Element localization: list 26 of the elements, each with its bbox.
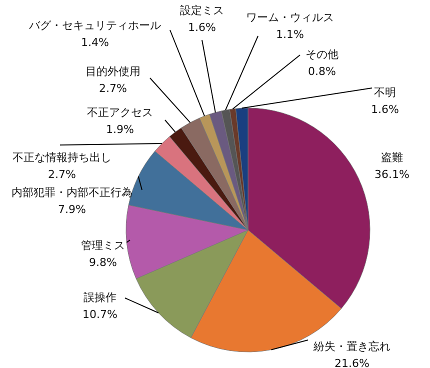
data-label: 2.7% [48, 168, 76, 181]
slice-label: 紛失・置き忘れ [312, 340, 390, 353]
slice-label: 目的外使用 [86, 65, 140, 78]
data-label: 1.6% [188, 21, 216, 34]
slice-label: 設定ミス [180, 4, 224, 17]
slice-label: 不正な情報持ち出し [12, 151, 112, 164]
data-label: 36.1% [374, 168, 410, 181]
slice-label: バグ・セキュリティホール [28, 19, 161, 32]
data-label: 2.7% [99, 82, 127, 95]
slice-label: ワーム・ウィルス [246, 11, 334, 24]
data-label: 7.9% [58, 203, 86, 216]
slice-label: 内部犯罪・内部不正行為 [12, 186, 132, 199]
data-label: 10.7% [82, 308, 118, 321]
slice-label: 不明 [374, 86, 396, 99]
data-label: 9.8% [89, 256, 117, 269]
slice-label: 盗難 [381, 151, 403, 164]
data-label: 0.8% [308, 65, 336, 78]
data-label: 1.6% [371, 103, 399, 116]
data-label: 21.6% [334, 357, 370, 368]
slice-label: 不正アクセス [87, 106, 153, 119]
data-label: 1.9% [106, 123, 134, 136]
data-label: 1.1% [276, 28, 304, 41]
slice-label: その他 [306, 48, 338, 61]
slice-label: 管理ミス [81, 239, 125, 252]
data-label: 1.4% [81, 36, 109, 49]
slice-label: 誤操作 [84, 291, 116, 304]
